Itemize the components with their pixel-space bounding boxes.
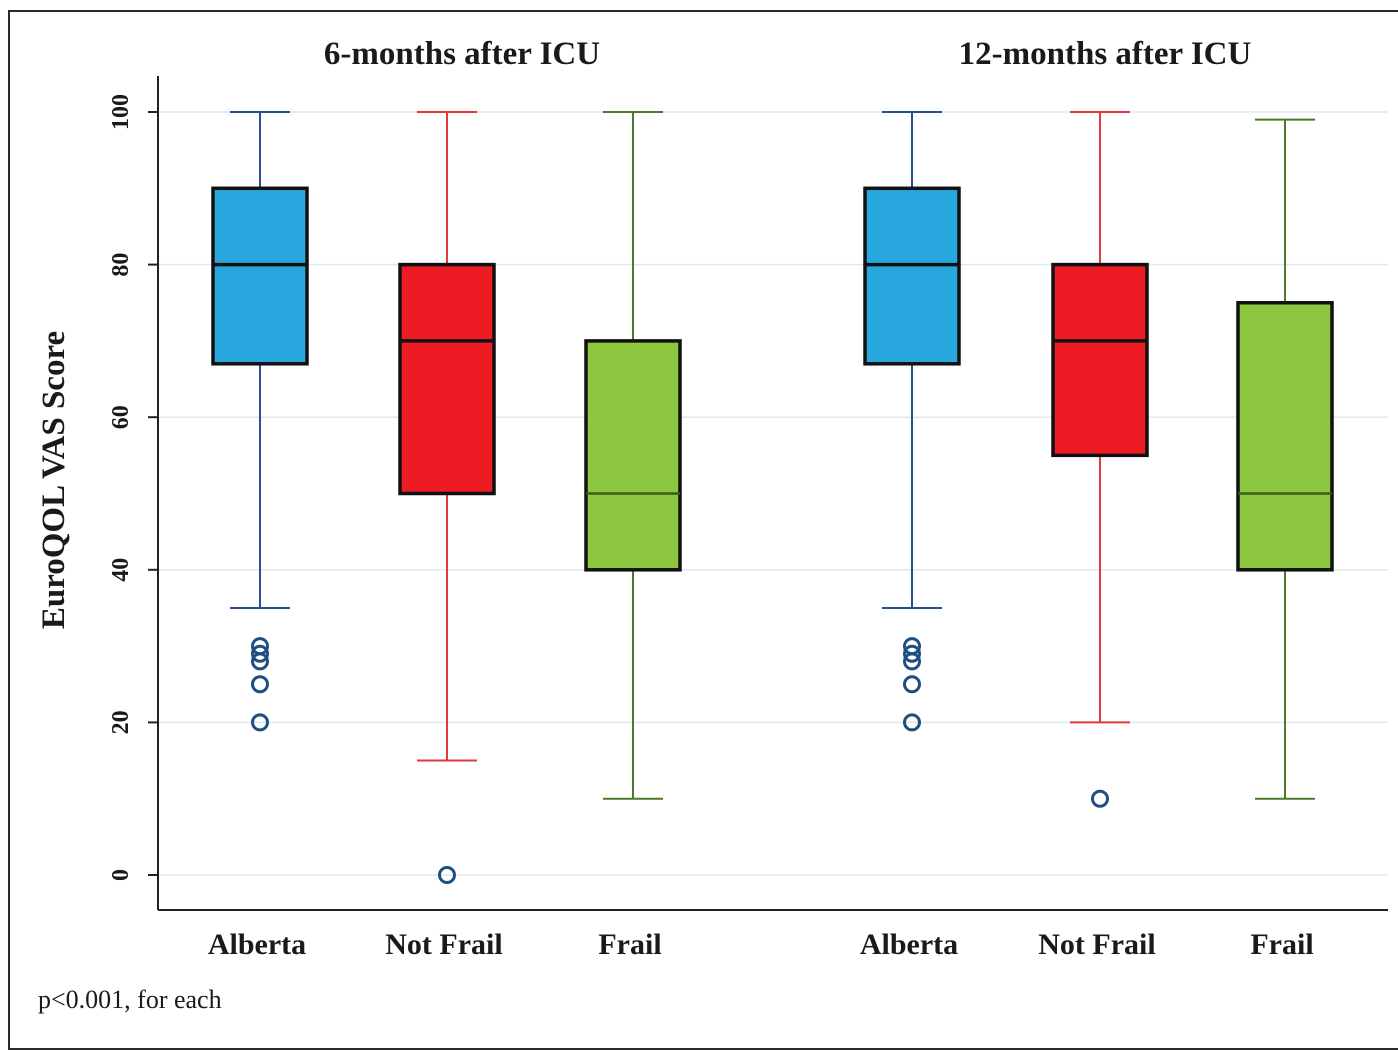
outlier-point xyxy=(251,675,269,694)
y-tick-label: 100 xyxy=(108,94,134,130)
box-group xyxy=(211,111,309,732)
iqr-box xyxy=(863,186,961,366)
box-group xyxy=(1051,111,1149,808)
box-series xyxy=(211,111,1334,884)
box-group xyxy=(398,111,496,884)
outlier-point xyxy=(251,637,269,656)
panel-title: 6-months after ICU xyxy=(324,36,600,72)
iqr-box xyxy=(1051,262,1149,458)
outlier-point xyxy=(438,866,456,884)
outlier-point xyxy=(251,644,269,663)
x-category-label: Alberta xyxy=(208,928,306,961)
box-group xyxy=(584,111,682,800)
outlier-point xyxy=(1091,789,1109,808)
y-tick-label: 60 xyxy=(108,405,134,429)
y-tick-label: 0 xyxy=(108,869,134,881)
iqr-box xyxy=(398,262,496,496)
y-tick-label: 20 xyxy=(108,710,134,734)
axes xyxy=(148,76,1388,911)
outlier-point xyxy=(903,675,921,694)
x-category-label: Frail xyxy=(598,928,661,961)
x-category-label: Not Frail xyxy=(1038,928,1155,961)
x-category-label: Alberta xyxy=(860,928,958,961)
iqr-box xyxy=(1236,301,1334,572)
x-category-label: Not Frail xyxy=(385,928,502,961)
y-tick-label: 40 xyxy=(108,558,134,582)
outlier-point xyxy=(903,644,921,663)
box-group xyxy=(1236,118,1334,800)
labels: 0 20 40 60 80 100 EuroQOL VAS Score 6-months af… xyxy=(36,36,1314,1014)
panel-title: 12-months after ICU xyxy=(959,36,1252,72)
y-tick-label: 80 xyxy=(108,253,134,277)
y-axis-title: EuroQOL VAS Score xyxy=(36,331,72,629)
outlier-point xyxy=(903,637,921,656)
box-group xyxy=(863,111,961,732)
grid-lines xyxy=(158,111,1388,876)
x-category-label: Frail xyxy=(1250,928,1313,961)
outlier-point xyxy=(251,713,269,732)
iqr-box xyxy=(584,339,682,572)
outlier-point xyxy=(903,713,921,732)
footnote: p<0.001, for each xyxy=(38,985,222,1014)
iqr-box xyxy=(211,186,309,366)
